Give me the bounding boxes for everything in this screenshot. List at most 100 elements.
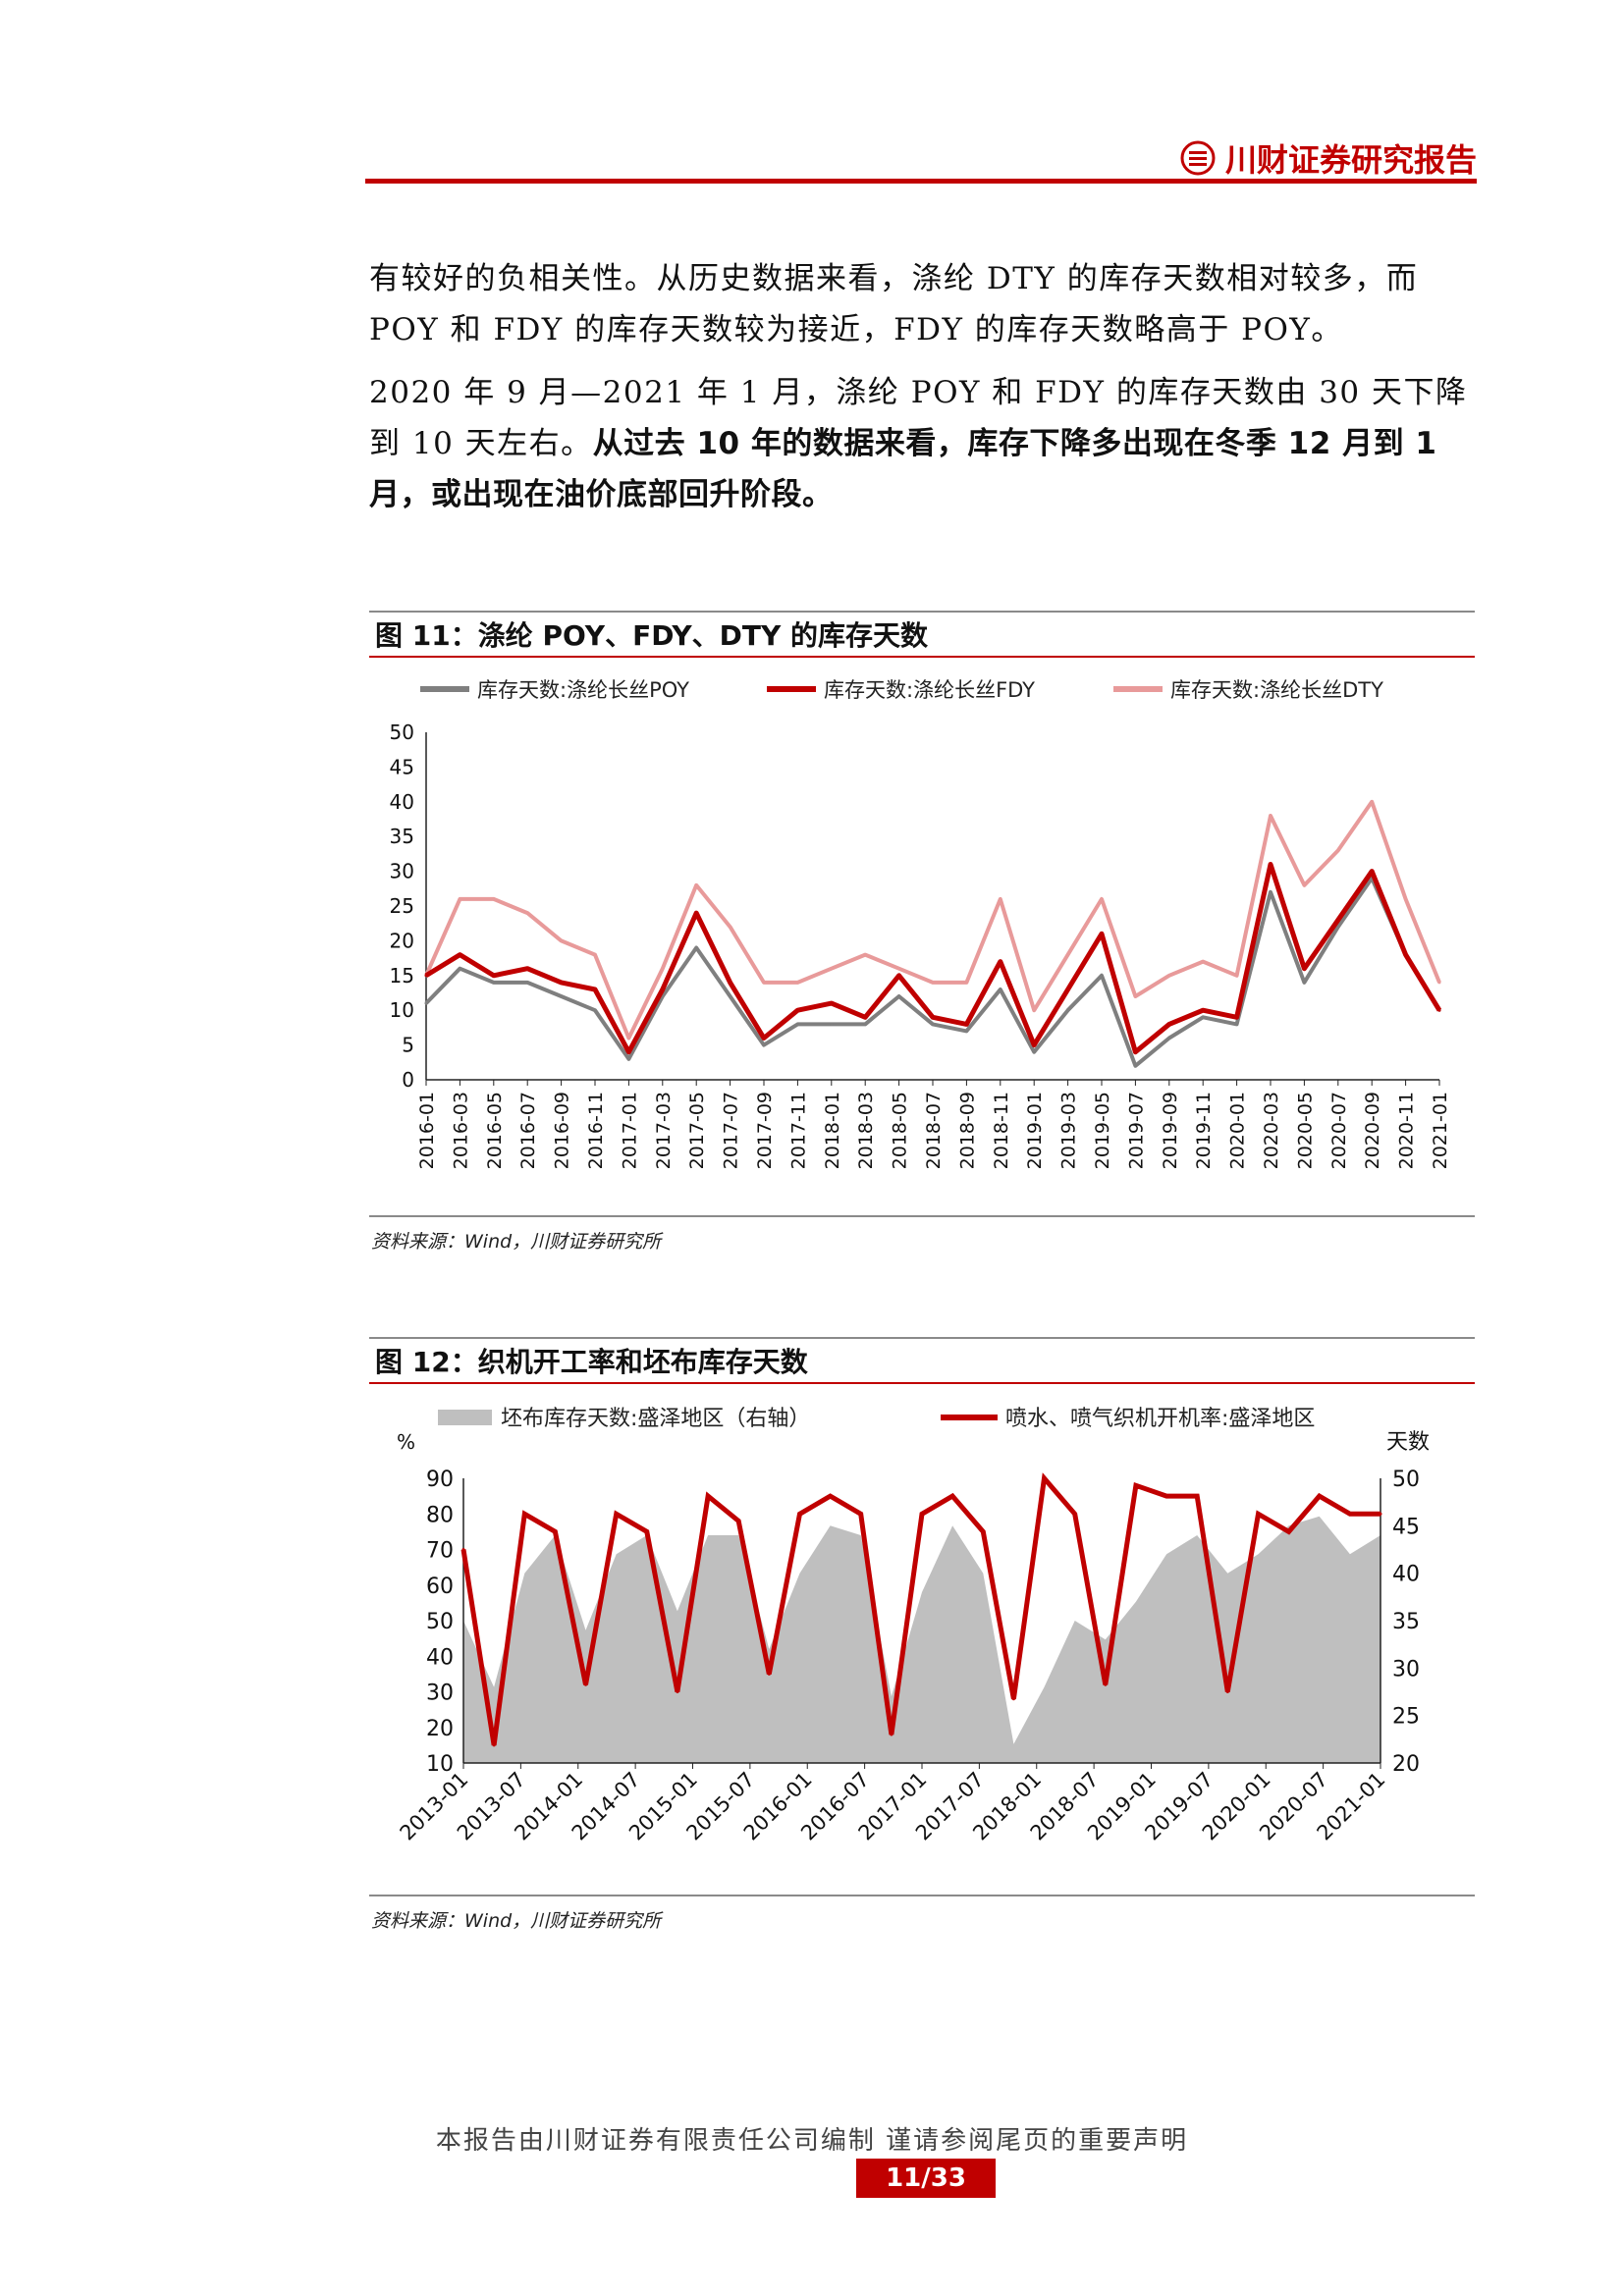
figure-11-chart: 库存天数:涤纶长丝POY 库存天数:涤纶长丝FDY 库存天数:涤纶长丝DTY 0 5 10…: [390, 678, 1451, 1169]
data-point-2: [593, 953, 597, 957]
y-right-tick-label: 35: [1392, 1610, 1420, 1634]
y-right-tick-label: 40: [1392, 1563, 1420, 1587]
data-point-0: [1201, 1015, 1205, 1019]
y-left-tick-label: 80: [426, 1503, 454, 1527]
data-point-2: [560, 938, 564, 942]
x-tick-label: 2017-03: [653, 1092, 675, 1169]
x-tick-label: 2021-01: [1430, 1092, 1451, 1169]
line-data-point: [706, 1494, 710, 1498]
page-number: 11/33: [856, 2159, 996, 2198]
data-point-0: [1336, 925, 1340, 929]
data-point-1: [931, 1015, 935, 1019]
line-data-point: [615, 1512, 619, 1516]
figure-12-title: 图 12：织机开工率和坯布库存天数: [369, 1337, 1475, 1384]
area-series: [463, 1516, 1380, 1763]
figure-12-chart: 坯布库存天数:盛泽地区（右轴） 喷水、喷气织机开机率:盛泽地区% 天数 10 20 30 4…: [396, 1407, 1430, 1845]
data-point-2: [525, 911, 529, 915]
y-right-tick-label: 50: [1392, 1468, 1420, 1492]
data-point-0: [964, 1029, 968, 1033]
y-tick-label: 50: [390, 721, 414, 744]
report-header: 川财证券研究报告: [1180, 135, 1477, 181]
x-tick-label: 2019-05: [1092, 1092, 1113, 1169]
data-point-0: [999, 988, 1002, 991]
data-point-1: [964, 1022, 968, 1026]
data-point-0: [1167, 1037, 1171, 1041]
line-data-point: [584, 1682, 588, 1686]
brand-logo-icon: [1180, 140, 1216, 176]
y-right-tick-label: 30: [1392, 1657, 1420, 1682]
line-data-point: [829, 1494, 833, 1498]
line-data-point: [797, 1512, 801, 1516]
line-data-point: [522, 1512, 526, 1516]
figure-11-source: 资料来源：Wind，川财证券研究所: [371, 1231, 662, 1253]
data-point-2: [830, 967, 834, 971]
brand-name: 川财证券研究报告: [1224, 141, 1477, 179]
data-point-2: [1235, 974, 1239, 978]
x-tick-label: 2017-05: [686, 1092, 708, 1169]
x-tick-label: 2018-05: [890, 1092, 911, 1169]
legend-label-0: 库存天数:涤纶长丝POY: [477, 678, 689, 702]
line-data-point: [553, 1529, 557, 1533]
data-point-1: [1404, 953, 1408, 957]
data-point-1: [1269, 863, 1272, 867]
x-tick-label: 2018-11: [991, 1092, 1012, 1169]
data-point-1: [1167, 1022, 1171, 1026]
y-left-tick-label: 60: [426, 1575, 454, 1599]
x-tick-label: 2020-11: [1396, 1092, 1418, 1169]
data-point-2: [1404, 897, 1408, 901]
data-point-0: [897, 994, 901, 998]
x-tick-label: 2017-07: [721, 1092, 742, 1169]
x-tick-label: 2016-03: [450, 1092, 471, 1169]
line-data-point: [736, 1520, 740, 1522]
x-tick-label: 2018-07: [923, 1092, 945, 1169]
y-tick-label: 20: [390, 929, 414, 952]
y-tick-label: 0: [402, 1068, 414, 1092]
paragraph-2: 2020 年 9 月—2021 年 1 月，涤纶 POY 和 FDY 的库存天数…: [369, 367, 1475, 520]
x-tick-label: 2019-01: [1024, 1092, 1046, 1169]
x-tick-label: 2017-11: [787, 1092, 809, 1169]
data-point-0: [1302, 981, 1306, 985]
y-tick-label: 35: [390, 825, 414, 848]
data-point-1: [729, 981, 732, 985]
y-left-tick-label: 90: [426, 1468, 454, 1492]
data-point-0: [593, 1008, 597, 1012]
line-data-point: [1011, 1697, 1015, 1701]
data-point-1: [1370, 870, 1374, 874]
data-point-1: [795, 1008, 799, 1012]
legend-label-line: 喷水、喷气织机开机率:盛泽地区: [1005, 1407, 1315, 1431]
data-point-1: [1201, 1008, 1205, 1012]
x-tick-label: 2019-07: [1125, 1092, 1147, 1169]
line-data-point: [981, 1529, 985, 1533]
legend-label-1: 库存天数:涤纶长丝FDY: [824, 678, 1035, 702]
line-data-point: [1195, 1494, 1199, 1498]
line-data-point: [767, 1672, 771, 1676]
line-data-point: [890, 1733, 893, 1736]
data-point-0: [525, 981, 529, 985]
paragraph-1: 有较好的负相关性。从历史数据来看，涤纶 DTY 的库存天数相对较多，而 POY …: [369, 261, 1419, 347]
line-data-point: [1256, 1512, 1260, 1516]
y-left-tick-label: 40: [426, 1645, 454, 1670]
data-point-1: [694, 911, 698, 915]
x-tick-label: 2020-07: [1328, 1092, 1350, 1169]
y-right-unit-label: 天数: [1386, 1430, 1430, 1455]
data-point-2: [1100, 897, 1104, 901]
figure-12-bottom-rule: [369, 1895, 1475, 1896]
data-point-2: [694, 883, 698, 887]
data-point-0: [626, 1057, 630, 1061]
body-text: 有较好的负相关性。从历史数据来看，涤纶 DTY 的库存天数相对较多，而 POY …: [369, 253, 1475, 532]
x-tick-label: 2017-09: [754, 1092, 776, 1169]
x-tick-label: 2016-05: [484, 1092, 506, 1169]
x-tick-label: 2019-09: [1160, 1092, 1181, 1169]
data-point-2: [1133, 994, 1137, 998]
x-tick-label: 2016-09: [552, 1092, 573, 1169]
line-data-point: [1225, 1690, 1229, 1693]
data-point-2: [1302, 883, 1306, 887]
x-tick-label: 2018-03: [855, 1092, 877, 1169]
data-point-1: [661, 988, 665, 991]
data-point-0: [1269, 890, 1272, 894]
x-tick-label: 2018-09: [956, 1092, 978, 1169]
data-point-2: [458, 897, 461, 901]
data-point-1: [560, 981, 564, 985]
line-data-point: [859, 1512, 863, 1516]
x-tick-label: 2016-11: [585, 1092, 607, 1169]
